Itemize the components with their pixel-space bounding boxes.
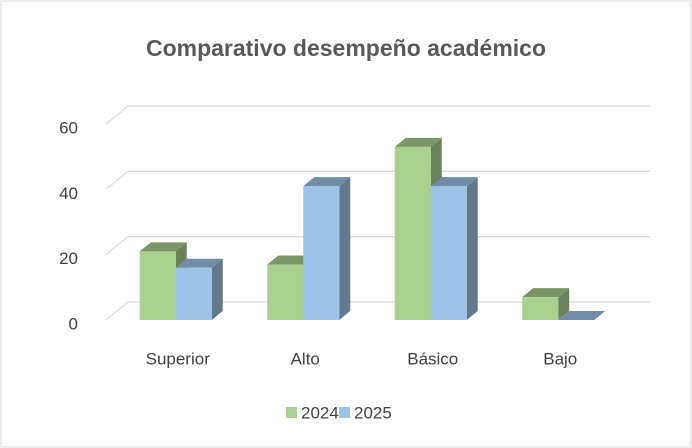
bar-top: [558, 311, 606, 320]
bar-front: [522, 297, 559, 320]
x-tick-label: Superior: [146, 349, 211, 368]
legend-swatch: [286, 407, 297, 418]
grid-line: [105, 170, 650, 190]
legend-label: 2024: [301, 403, 339, 422]
chart-title: Comparativo desempeño académico: [146, 35, 546, 61]
legend-label: 2025: [354, 403, 392, 422]
bar-top: [303, 177, 351, 187]
bar: [522, 288, 570, 320]
y-tick-label: 40: [59, 184, 78, 203]
bar: [558, 311, 606, 320]
bar-top: [267, 255, 315, 265]
bar-front: [139, 251, 176, 320]
bar-side: [466, 177, 478, 320]
x-tick-label: Bajo: [543, 349, 577, 368]
y-tick-label: 60: [59, 118, 78, 137]
bar-front: [394, 146, 431, 320]
bar-front: [303, 186, 340, 320]
bar-side: [211, 258, 223, 320]
bar-side: [558, 288, 570, 320]
bar-top: [139, 242, 187, 252]
bar-front: [430, 186, 467, 320]
bar-side: [339, 177, 351, 320]
bar-top: [430, 177, 478, 187]
legend-swatch: [339, 407, 350, 418]
bar-top: [175, 258, 223, 268]
y-tick-label: 0: [69, 314, 78, 333]
bar-top: [394, 137, 442, 147]
x-tick-label: Alto: [291, 349, 320, 368]
bar-top: [522, 288, 570, 298]
bar: [303, 177, 351, 320]
bar: [430, 177, 478, 320]
x-tick-label: Básico: [407, 349, 458, 368]
bar-front: [175, 267, 212, 320]
y-tick-label: 20: [59, 249, 78, 268]
bar-front: [267, 264, 304, 320]
grid-line: [105, 105, 650, 125]
bar: [175, 258, 223, 320]
